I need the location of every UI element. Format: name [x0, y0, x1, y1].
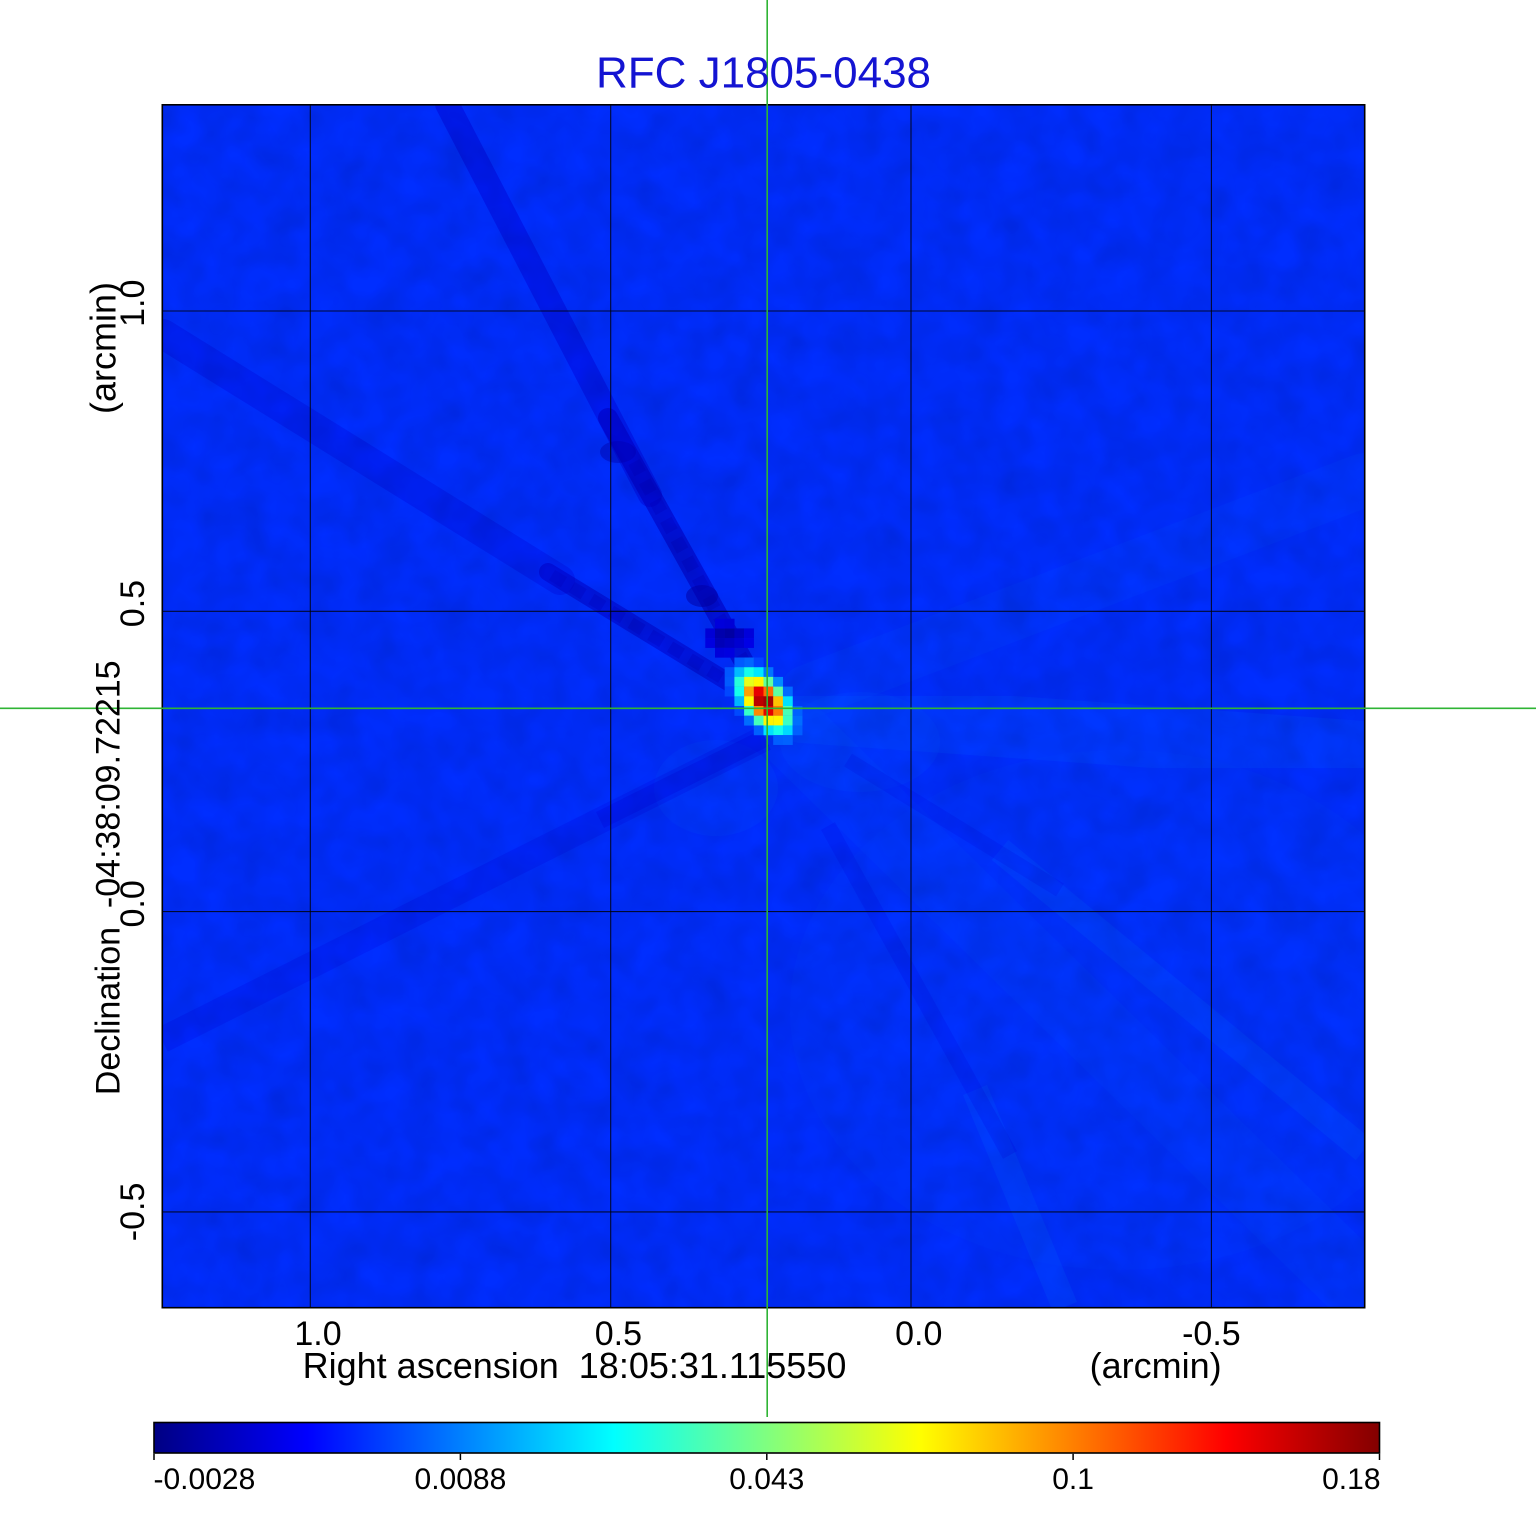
svg-text:(arcmin): (arcmin): [1090, 1345, 1222, 1386]
svg-text:0.0: 0.0: [114, 880, 152, 937]
svg-text:0.0: 0.0: [886, 1315, 943, 1353]
svg-text:-0.5: -0.5: [114, 1183, 152, 1242]
svg-text:0.0088: 0.0088: [415, 1463, 507, 1496]
svg-text:(arcmin): (arcmin): [83, 282, 124, 414]
svg-text:RFC J1805-0438: RFC J1805-0438: [596, 49, 931, 98]
svg-text:0.043: 0.043: [729, 1463, 804, 1496]
svg-text:0.18: 0.18: [1322, 1463, 1380, 1496]
svg-text:1.0: 1.0: [285, 1315, 342, 1353]
svg-text:-0.5: -0.5: [1182, 1315, 1241, 1353]
svg-text:1.0: 1.0: [114, 280, 152, 337]
svg-text:0.5: 0.5: [114, 580, 152, 637]
svg-text:Right ascension 18:05:31.1155: Right ascension 18:05:31.115550: [303, 1345, 847, 1386]
svg-text:-0.0028: -0.0028: [154, 1463, 256, 1496]
svg-text:Declination -04:38:09.72215: Declination -04:38:09.72215: [90, 660, 128, 1095]
svg-text:0.5: 0.5: [585, 1315, 642, 1353]
svg-text:0.1: 0.1: [1052, 1463, 1094, 1496]
